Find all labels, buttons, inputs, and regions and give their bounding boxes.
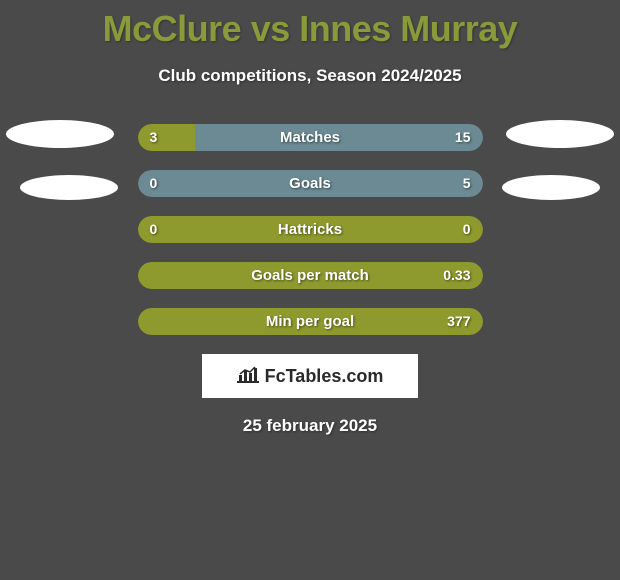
stat-label: Min per goal <box>138 308 483 335</box>
stat-bar: 3Matches15 <box>138 124 483 151</box>
comparison-date: 25 february 2025 <box>10 416 610 436</box>
comparison-title: McClure vs Innes Murray <box>10 0 610 50</box>
player-right-avatar-mid <box>502 175 600 200</box>
stat-label: Hattricks <box>138 216 483 243</box>
stat-bar: Min per goal377 <box>138 308 483 335</box>
comparison-subtitle: Club competitions, Season 2024/2025 <box>10 66 610 86</box>
stat-value-right: 377 <box>447 308 470 335</box>
stat-label: Matches <box>138 124 483 151</box>
stat-value-right: 5 <box>463 170 471 197</box>
stat-bar: Goals per match0.33 <box>138 262 483 289</box>
bars-wrapper: 3Matches150Goals50Hattricks0Goals per ma… <box>138 124 483 335</box>
player-left-avatar-mid <box>20 175 118 200</box>
stat-value-right: 15 <box>455 124 471 151</box>
stat-value-right: 0.33 <box>443 262 470 289</box>
stat-value-right: 0 <box>463 216 471 243</box>
fctables-logo: FcTables.com <box>202 354 418 398</box>
chart-icon <box>237 365 259 388</box>
player-right-avatar-top <box>506 120 614 148</box>
stat-bar: 0Hattricks0 <box>138 216 483 243</box>
stat-label: Goals <box>138 170 483 197</box>
logo-text: FcTables.com <box>265 366 384 387</box>
stat-bar: 0Goals5 <box>138 170 483 197</box>
stats-area: 3Matches150Goals50Hattricks0Goals per ma… <box>10 124 610 436</box>
stat-label: Goals per match <box>138 262 483 289</box>
player-left-avatar-top <box>6 120 114 148</box>
